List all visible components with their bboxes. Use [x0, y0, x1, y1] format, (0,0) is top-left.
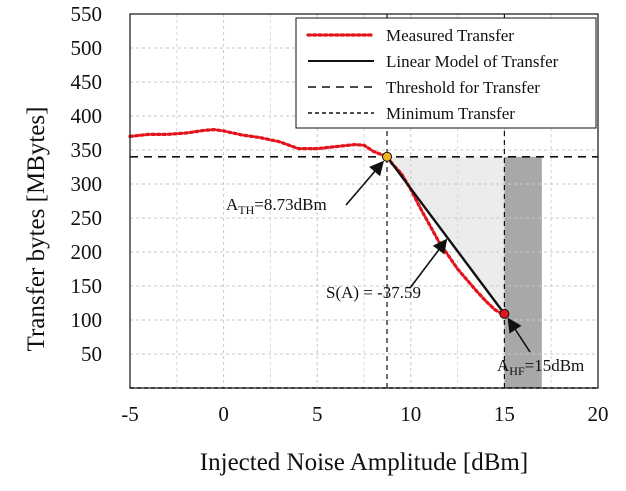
y-tick-label: 350 — [71, 138, 103, 162]
series-group — [128, 127, 506, 317]
x-tick-label: 20 — [588, 402, 609, 426]
ath-main: A — [226, 195, 239, 214]
slope-arrow — [409, 238, 448, 289]
ahf-arrow — [507, 317, 531, 353]
ahf-annotation: AHF=15dBm — [497, 356, 584, 378]
legend: Measured Transfer Linear Model of Transf… — [295, 17, 597, 129]
ath-value: =8.73dBm — [254, 195, 326, 214]
ath-annotation: ATH=8.73dBm — [226, 195, 327, 217]
measured-transfer-line — [128, 127, 506, 317]
y-tick-label: 150 — [71, 274, 103, 298]
x-tick-label: -5 — [121, 402, 139, 426]
ahf-subscript: HF — [509, 364, 525, 378]
threshold-point-marker — [382, 151, 393, 162]
x-tick-labels: -5 0 5 10 15 20 — [121, 402, 608, 426]
ath-subscript: TH — [238, 203, 254, 217]
linear-model-line — [386, 156, 506, 315]
x-tick-label: 15 — [494, 402, 515, 426]
ahf-value: =15dBm — [525, 356, 585, 375]
high-frequency-band-shade — [504, 156, 542, 388]
legend-label-linear-model: Linear Model of Transfer — [386, 52, 559, 71]
y-tick-labels: 50 100 150 200 250 300 350 400 450 500 550 — [71, 2, 103, 366]
x-tick-label: 0 — [218, 402, 229, 426]
y-tick-label: 200 — [71, 240, 103, 264]
y-axis-title: Transfer bytes [MBytes] — [23, 107, 50, 352]
plot-frame — [129, 13, 599, 389]
legend-label-threshold: Threshold for Transfer — [386, 78, 540, 97]
legend-label-measured: Measured Transfer — [386, 26, 514, 45]
x-tick-label: 10 — [400, 402, 421, 426]
high-frequency-point-marker — [499, 308, 510, 319]
annotations: ATH=8.73dBm S(A) = -37.59 AHF=15dBm — [226, 160, 584, 378]
y-tick-label: 550 — [71, 2, 103, 26]
ahf-main: A — [497, 356, 510, 375]
slope-annotation: S(A) = -37.59 — [326, 283, 421, 302]
y-tick-label: 250 — [71, 206, 103, 230]
y-tick-label: 100 — [71, 308, 103, 332]
y-tick-label: 300 — [71, 172, 103, 196]
x-axis-title: Injected Noise Amplitude [dBm] — [200, 449, 528, 476]
y-tick-label: 50 — [81, 342, 102, 366]
legend-label-minimum: Minimum Transfer — [386, 104, 515, 123]
y-tick-label: 400 — [71, 104, 103, 128]
y-tick-label: 450 — [71, 70, 103, 94]
x-tick-label: 5 — [312, 402, 323, 426]
ath-arrow — [345, 160, 384, 206]
y-tick-label: 500 — [71, 36, 103, 60]
